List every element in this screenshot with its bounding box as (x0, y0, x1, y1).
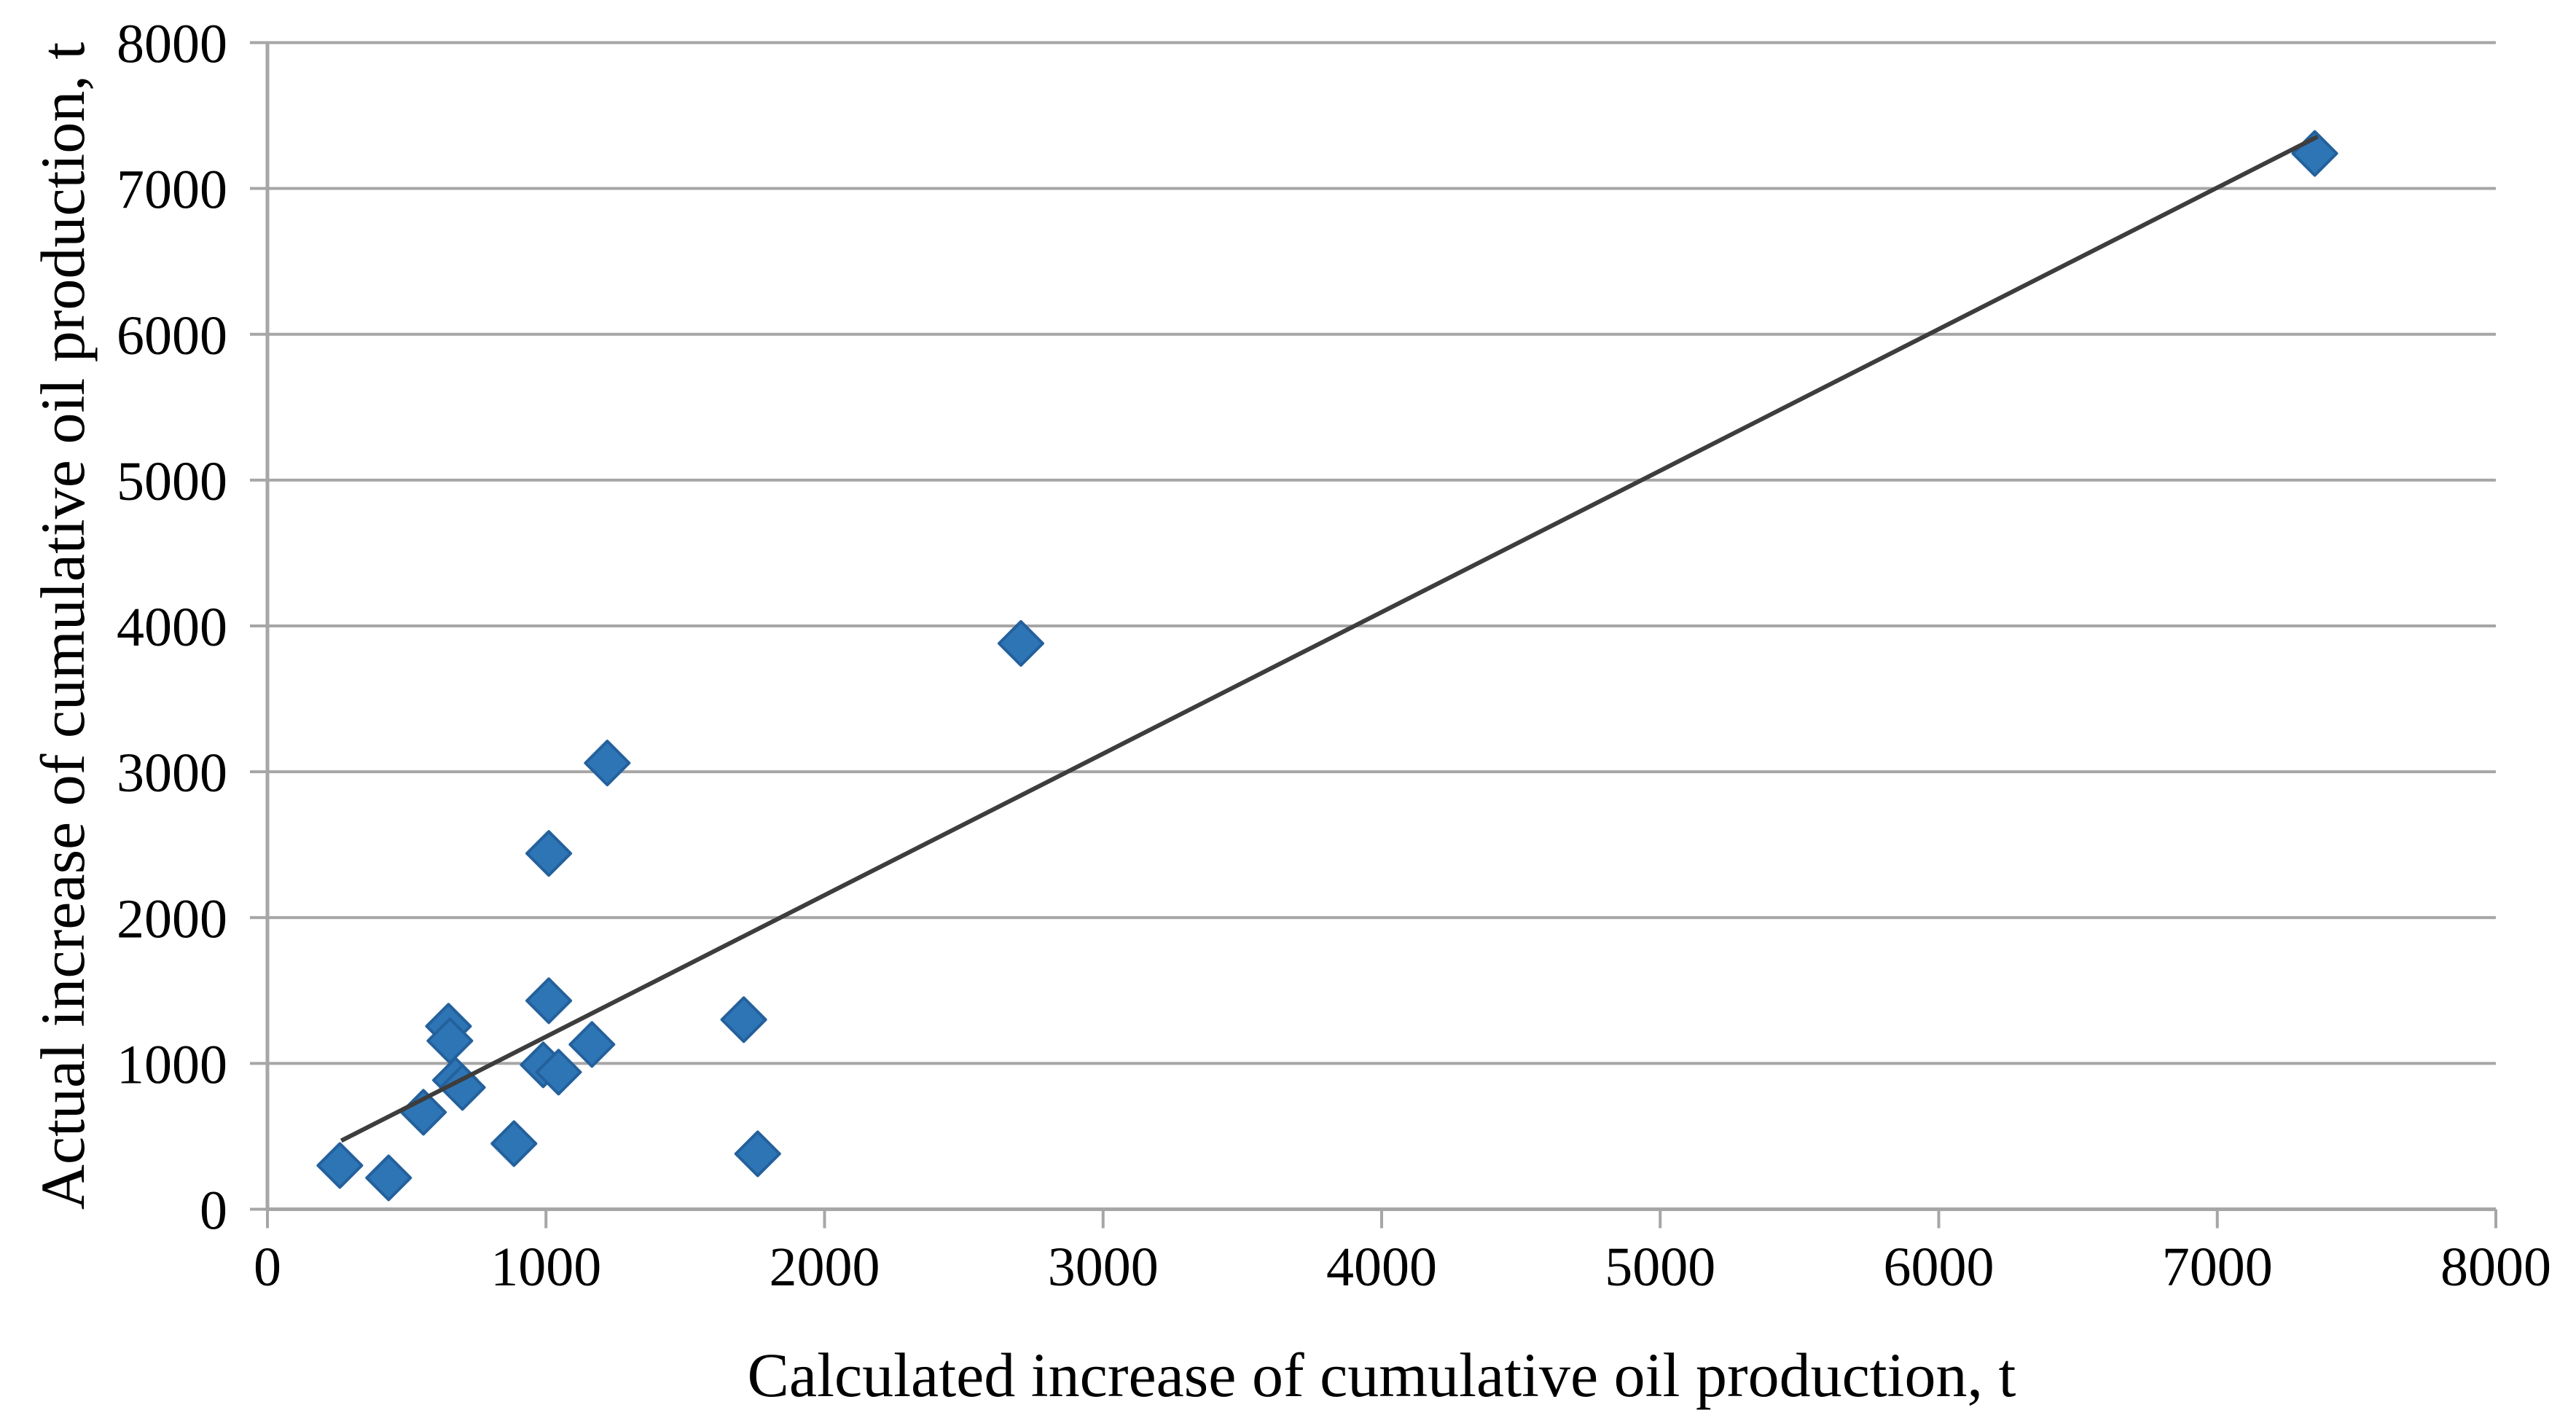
x-tick-label: 3000 (1048, 1237, 1159, 1298)
y-tick-label: 5000 (117, 451, 227, 512)
y-tick-label: 3000 (117, 743, 227, 804)
x-tick-label: 4000 (1326, 1237, 1437, 1298)
x-tick-label: 8000 (2440, 1237, 2551, 1298)
x-axis-tick-labels: 0 1000 2000 3000 4000 5000 6000 7000 8000 (254, 1237, 2551, 1298)
x-tick-label: 1000 (490, 1237, 601, 1298)
y-axis-tick-labels: 0 1000 2000 3000 4000 5000 6000 7000 8000 (117, 14, 227, 1242)
data-point (365, 1154, 412, 1202)
y-tick-label: 1000 (117, 1034, 227, 1095)
gridlines (267, 41, 2496, 1211)
data-point (535, 1049, 582, 1096)
tick-marks (250, 41, 2497, 1229)
y-tick-label: 6000 (117, 305, 227, 367)
data-point (439, 1064, 486, 1111)
y-tick-label: 7000 (117, 160, 227, 221)
data-points (316, 130, 2338, 1202)
y-tick-label: 2000 (117, 888, 227, 949)
x-tick-label: 5000 (1605, 1237, 1715, 1298)
y-tick-label: 4000 (117, 597, 227, 658)
data-point (720, 996, 767, 1043)
x-axis-title: Calculated increase of cumulative oil pr… (748, 1340, 2016, 1410)
x-tick-label: 0 (254, 1237, 281, 1298)
data-point (525, 977, 573, 1025)
y-axis-title: Actual increase of cumulative oil produc… (28, 42, 98, 1210)
trend-line-group (340, 134, 2319, 1143)
x-tick-label: 2000 (770, 1237, 880, 1298)
data-point (584, 740, 631, 787)
data-point (490, 1120, 538, 1167)
data-point (316, 1142, 364, 1189)
data-point (525, 830, 573, 877)
data-point (734, 1130, 781, 1178)
trend-line (340, 134, 2319, 1143)
data-point (997, 620, 1044, 667)
y-tick-label: 0 (200, 1180, 227, 1242)
x-tick-label: 6000 (1884, 1237, 1994, 1298)
y-tick-label: 8000 (117, 14, 227, 75)
data-point (568, 1021, 616, 1068)
x-tick-label: 7000 (2162, 1237, 2273, 1298)
